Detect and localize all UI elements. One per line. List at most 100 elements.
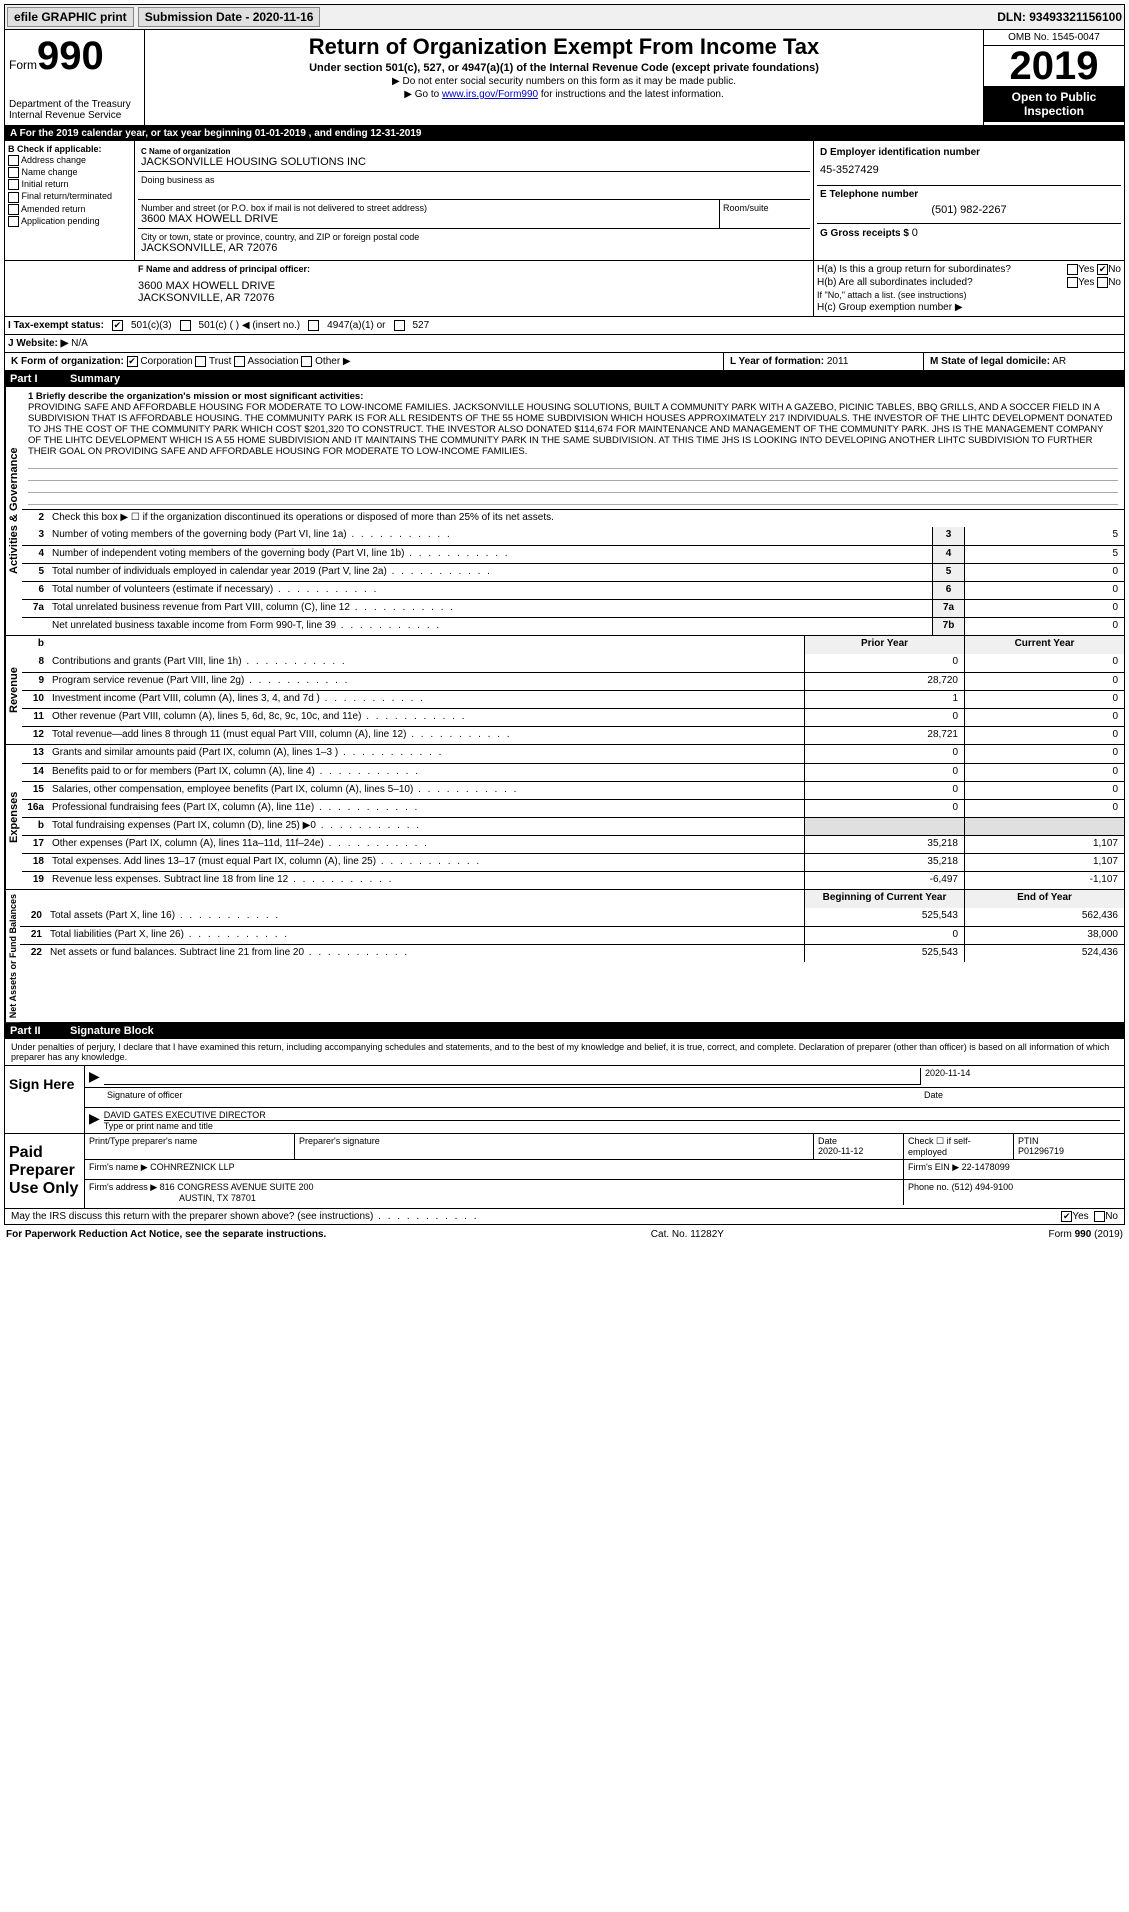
hdr-na-current: End of Year <box>964 890 1124 908</box>
section-i: I Tax-exempt status: 501(c)(3) 501(c) ( … <box>4 317 1125 335</box>
footer: For Paperwork Reduction Act Notice, see … <box>4 1225 1125 1244</box>
submission-date: Submission Date - 2020-11-16 <box>138 7 321 27</box>
phone: (501) 982-2267 <box>820 200 1118 220</box>
cb-corporation[interactable] <box>127 356 138 367</box>
expense-line: 18Total expenses. Add lines 13–17 (must … <box>22 853 1124 871</box>
cb-address-change[interactable] <box>8 155 19 166</box>
efile-print-button[interactable]: efile GRAPHIC print <box>7 7 134 27</box>
cb-4947[interactable] <box>308 320 319 331</box>
ein: 45-3527429 <box>820 158 1118 182</box>
arrow-icon: ▶ <box>89 1068 100 1085</box>
cb-trust[interactable] <box>195 356 206 367</box>
year-formation: 2011 <box>827 356 849 367</box>
expense-line: 15Salaries, other compensation, employee… <box>22 781 1124 799</box>
gov-line: 5Total number of individuals employed in… <box>22 563 1124 581</box>
open-public: Open to Public Inspection <box>984 86 1124 122</box>
form-subtitle-2: ▶ Do not enter social security numbers o… <box>149 76 979 87</box>
expense-line: 17Other expenses (Part IX, column (A), l… <box>22 835 1124 853</box>
officer-line1: 3600 MAX HOWELL DRIVE <box>138 280 810 292</box>
side-label-na: Net Assets or Fund Balances <box>5 890 20 1022</box>
expense-line: 19Revenue less expenses. Subtract line 1… <box>22 871 1124 889</box>
h-b-no[interactable] <box>1097 277 1108 288</box>
h-a-no[interactable] <box>1097 264 1108 275</box>
h-b-yes[interactable] <box>1067 277 1078 288</box>
expenses-section: Expenses 13Grants and similar amounts pa… <box>4 745 1125 890</box>
foot-left: For Paperwork Reduction Act Notice, see … <box>6 1229 326 1240</box>
expense-line: 13Grants and similar amounts paid (Part … <box>22 745 1124 763</box>
irs-link[interactable]: www.irs.gov/Form990 <box>442 89 538 100</box>
gross-receipts: 0 <box>912 227 918 239</box>
firm-name: COHNREZNICK LLP <box>150 1162 235 1172</box>
section-bcdefg: B Check if applicable: Address change Na… <box>4 141 1125 261</box>
revenue-section: Revenue bPrior YearCurrent Year 8Contrib… <box>4 636 1125 745</box>
cb-association[interactable] <box>234 356 245 367</box>
mission-text: PROVIDING SAFE AND AFFORDABLE HOUSING FO… <box>28 402 1118 457</box>
cb-application-pending[interactable] <box>8 216 19 227</box>
section-f: F Name and address of principal officer:… <box>135 261 814 316</box>
cb-name-change[interactable] <box>8 167 19 178</box>
cb-501c3[interactable] <box>112 320 123 331</box>
discuss-yes[interactable] <box>1061 1211 1072 1222</box>
form-number: 990 <box>37 34 104 78</box>
gov-line: Net unrelated business taxable income fr… <box>22 617 1124 635</box>
city: JACKSONVILLE, AR 72076 <box>141 242 807 254</box>
tax-year: 2019 <box>984 46 1124 86</box>
cb-501c[interactable] <box>180 320 191 331</box>
revenue-line: 10Investment income (Part VIII, column (… <box>22 690 1124 708</box>
website: N/A <box>71 338 88 349</box>
section-c: C Name of organization JACKSONVILLE HOUS… <box>135 141 814 260</box>
header-mid: Return of Organization Exempt From Incom… <box>145 30 984 125</box>
sign-date: 2020-11-14 <box>925 1068 1120 1078</box>
ptin: P01296719 <box>1018 1146 1120 1156</box>
cb-527[interactable] <box>394 320 405 331</box>
org-name: JACKSONVILLE HOUSING SOLUTIONS INC <box>141 156 807 168</box>
gov-line: 6Total number of volunteers (estimate if… <box>22 581 1124 599</box>
gov-line: 3Number of voting members of the governi… <box>22 527 1124 545</box>
paid-preparer-label: Paid Preparer Use Only <box>5 1134 85 1208</box>
net-assets-line: 21Total liabilities (Part X, line 26)038… <box>20 926 1124 944</box>
preparer-date: 2020-11-12 <box>818 1146 899 1156</box>
foot-mid: Cat. No. 11282Y <box>651 1229 724 1240</box>
cb-initial-return[interactable] <box>8 179 19 190</box>
discuss-row: May the IRS discuss this return with the… <box>4 1209 1125 1225</box>
cb-amended-return[interactable] <box>8 204 19 215</box>
form-label: Form <box>9 58 37 72</box>
arrow-icon: ▶ <box>89 1110 100 1131</box>
perjury-statement: Under penalties of perjury, I declare th… <box>4 1039 1125 1066</box>
section-klm: K Form of organization: Corporation Trus… <box>4 353 1125 371</box>
mission-block: 1 Briefly describe the organization's mi… <box>22 387 1124 509</box>
revenue-line: 11Other revenue (Part VIII, column (A), … <box>22 708 1124 726</box>
cb-other[interactable] <box>301 356 312 367</box>
activities-governance: Activities & Governance 1 Briefly descri… <box>4 387 1125 636</box>
revenue-line: 8Contributions and grants (Part VIII, li… <box>22 654 1124 672</box>
section-b: B Check if applicable: Address change Na… <box>5 141 135 260</box>
form-title: Return of Organization Exempt From Incom… <box>149 34 979 60</box>
expense-line: 16aProfessional fundraising fees (Part I… <box>22 799 1124 817</box>
cb-final-return[interactable] <box>8 192 19 203</box>
hdr-current: Current Year <box>964 636 1124 654</box>
part-1-header: Part I Summary <box>4 371 1125 387</box>
firm-addr1: 816 CONGRESS AVENUE SUITE 200 <box>160 1182 314 1192</box>
firm-phone: (512) 494-9100 <box>952 1182 1014 1192</box>
department: Department of the Treasury Internal Reve… <box>9 99 140 121</box>
revenue-line: 12Total revenue—add lines 8 through 11 (… <box>22 726 1124 744</box>
section-fh: F Name and address of principal officer:… <box>4 261 1125 317</box>
section-deg: D Employer identification number 45-3527… <box>814 141 1124 260</box>
net-assets-line: 22Net assets or fund balances. Subtract … <box>20 944 1124 962</box>
h-a-yes[interactable] <box>1067 264 1078 275</box>
dln: DLN: 93493321156100 <box>997 10 1122 24</box>
side-label-rev: Revenue <box>5 636 22 744</box>
form-990-page: efile GRAPHIC print Submission Date - 20… <box>0 0 1129 1248</box>
officer-line2: JACKSONVILLE, AR 72076 <box>138 292 810 304</box>
topbar: efile GRAPHIC print Submission Date - 20… <box>4 4 1125 30</box>
sign-here-section: Sign Here ▶ 2020-11-14 Signature of offi… <box>4 1066 1125 1134</box>
discuss-no[interactable] <box>1094 1211 1105 1222</box>
gov-line: 4Number of independent voting members of… <box>22 545 1124 563</box>
hdr-na-prior: Beginning of Current Year <box>804 890 964 908</box>
state-domicile: AR <box>1052 356 1066 367</box>
side-label-exp: Expenses <box>5 745 22 889</box>
street: 3600 MAX HOWELL DRIVE <box>141 213 716 225</box>
side-label-ag: Activities & Governance <box>5 387 22 635</box>
part-2-header: Part II Signature Block <box>4 1023 1125 1039</box>
firm-ein: 22-1478099 <box>962 1162 1010 1172</box>
